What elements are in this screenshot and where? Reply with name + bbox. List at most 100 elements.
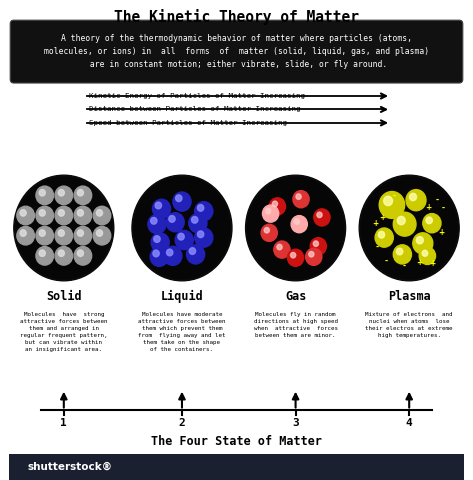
Circle shape bbox=[263, 205, 279, 222]
FancyBboxPatch shape bbox=[9, 454, 464, 480]
Circle shape bbox=[36, 247, 53, 265]
Circle shape bbox=[245, 175, 346, 281]
Circle shape bbox=[93, 227, 111, 245]
Circle shape bbox=[416, 237, 423, 244]
Text: Distance between Particles of Matter Increasing: Distance between Particles of Matter Inc… bbox=[89, 107, 300, 112]
Circle shape bbox=[272, 201, 278, 206]
Text: 3: 3 bbox=[292, 418, 299, 428]
Circle shape bbox=[314, 209, 330, 226]
Circle shape bbox=[288, 249, 304, 266]
Circle shape bbox=[58, 190, 64, 196]
Circle shape bbox=[195, 228, 213, 247]
Circle shape bbox=[151, 233, 169, 252]
Circle shape bbox=[78, 210, 83, 216]
Circle shape bbox=[74, 247, 92, 265]
Circle shape bbox=[39, 250, 45, 256]
Circle shape bbox=[264, 228, 270, 233]
Text: +: + bbox=[379, 213, 385, 222]
Circle shape bbox=[134, 178, 230, 278]
Circle shape bbox=[78, 190, 83, 196]
Text: Molecules fly in random
directions at high speed
when  attractive  forces
betwee: Molecules fly in random directions at hi… bbox=[254, 312, 338, 338]
Circle shape bbox=[410, 193, 417, 201]
Text: -: - bbox=[385, 257, 388, 266]
Circle shape bbox=[192, 216, 198, 223]
Circle shape bbox=[154, 236, 160, 242]
Circle shape bbox=[378, 231, 385, 238]
Circle shape bbox=[290, 252, 296, 258]
Circle shape bbox=[422, 250, 428, 256]
Circle shape bbox=[74, 227, 92, 245]
Text: 4: 4 bbox=[406, 418, 412, 428]
Circle shape bbox=[175, 195, 182, 202]
Text: +: + bbox=[438, 228, 444, 237]
Text: 2: 2 bbox=[179, 418, 185, 428]
Circle shape bbox=[55, 186, 72, 204]
Circle shape bbox=[39, 230, 45, 236]
Text: Plasma: Plasma bbox=[388, 290, 430, 303]
Circle shape bbox=[274, 241, 290, 258]
Circle shape bbox=[169, 216, 175, 222]
Circle shape bbox=[195, 202, 213, 221]
Text: shutterstock®: shutterstock® bbox=[27, 462, 113, 472]
Circle shape bbox=[55, 227, 72, 245]
Text: -: - bbox=[403, 262, 406, 271]
Circle shape bbox=[36, 186, 53, 204]
Circle shape bbox=[132, 175, 232, 281]
Circle shape bbox=[36, 227, 53, 245]
Text: +: + bbox=[416, 258, 422, 267]
Circle shape bbox=[306, 248, 322, 265]
Circle shape bbox=[36, 206, 53, 225]
Circle shape bbox=[406, 190, 426, 211]
Text: The Four State of Matter: The Four State of Matter bbox=[151, 435, 322, 448]
Circle shape bbox=[397, 216, 405, 225]
Circle shape bbox=[55, 206, 72, 225]
Text: -: - bbox=[442, 204, 445, 213]
Text: 1: 1 bbox=[61, 418, 67, 428]
Circle shape bbox=[269, 198, 286, 215]
Circle shape bbox=[396, 248, 403, 255]
Text: A theory of the thermodynamic behavior of matter where particles (atoms,
molecul: A theory of the thermodynamic behavior o… bbox=[44, 34, 429, 69]
Circle shape bbox=[175, 230, 193, 250]
Circle shape bbox=[393, 212, 416, 236]
Circle shape bbox=[173, 192, 191, 211]
Circle shape bbox=[309, 252, 314, 257]
Circle shape bbox=[14, 175, 114, 281]
Text: Kinetic Energy of Particles of Matter Increasing: Kinetic Energy of Particles of Matter In… bbox=[89, 93, 305, 99]
Circle shape bbox=[393, 245, 412, 264]
Text: The Kinetic Theory of Matter: The Kinetic Theory of Matter bbox=[114, 9, 359, 25]
Text: Liquid: Liquid bbox=[161, 290, 203, 303]
Circle shape bbox=[296, 194, 301, 199]
Circle shape bbox=[375, 228, 393, 247]
Circle shape bbox=[55, 247, 72, 265]
Circle shape bbox=[164, 246, 182, 265]
Circle shape bbox=[17, 206, 35, 225]
Circle shape bbox=[186, 245, 205, 264]
Text: Speed between Particles of Matter Increasing: Speed between Particles of Matter Increa… bbox=[89, 120, 287, 126]
Text: -: - bbox=[436, 196, 439, 204]
Circle shape bbox=[58, 250, 64, 256]
Circle shape bbox=[166, 213, 184, 232]
Circle shape bbox=[150, 217, 157, 224]
Circle shape bbox=[197, 231, 204, 238]
Circle shape bbox=[379, 192, 404, 218]
Circle shape bbox=[78, 250, 83, 256]
Text: Gas: Gas bbox=[285, 290, 306, 303]
Text: -: - bbox=[393, 192, 396, 201]
Circle shape bbox=[152, 199, 171, 218]
Circle shape bbox=[291, 216, 307, 233]
Text: Solid: Solid bbox=[46, 290, 82, 303]
Circle shape bbox=[166, 249, 173, 256]
Circle shape bbox=[384, 196, 393, 205]
Text: +: + bbox=[372, 219, 378, 228]
Circle shape bbox=[20, 230, 26, 236]
Circle shape bbox=[294, 219, 299, 224]
Circle shape bbox=[16, 178, 112, 278]
Circle shape bbox=[313, 241, 318, 246]
Text: Molecules  have  strong
attractive forces between
them and arranged in
regular f: Molecules have strong attractive forces … bbox=[20, 312, 107, 352]
Circle shape bbox=[189, 214, 207, 233]
Circle shape bbox=[361, 178, 457, 278]
Circle shape bbox=[17, 227, 35, 245]
Circle shape bbox=[178, 233, 184, 240]
Text: Mixture of electrons  and
nuclei when atoms  lose
their electros at extreme
high: Mixture of electrons and nuclei when ato… bbox=[366, 312, 453, 338]
Circle shape bbox=[58, 230, 64, 236]
